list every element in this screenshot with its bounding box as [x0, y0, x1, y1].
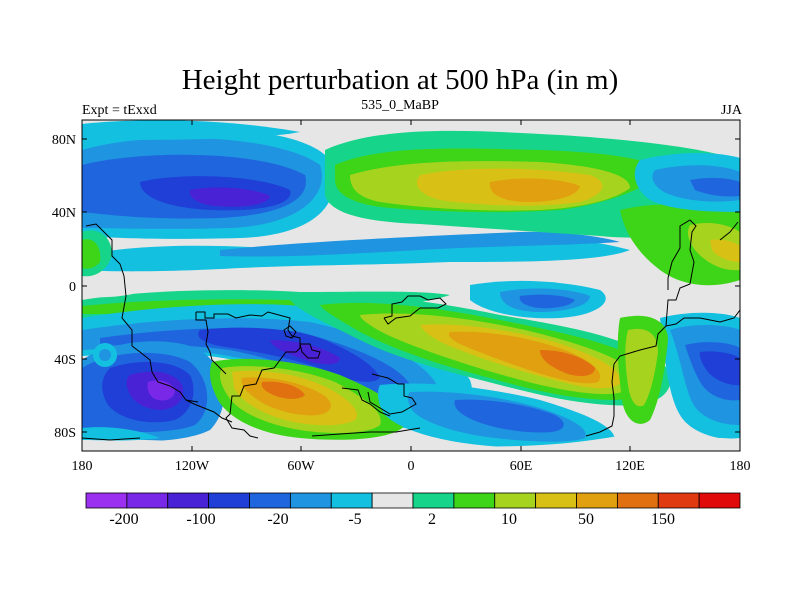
coastlines	[82, 219, 740, 441]
south-america-outline	[196, 311, 301, 439]
season-label: JJA	[720, 103, 742, 118]
y-tick-label: 40S	[54, 353, 76, 368]
colorbar-label: 50	[578, 511, 594, 528]
x-tick-label: 180	[72, 459, 93, 474]
x-tick-label: 120E	[615, 459, 645, 474]
colorbar-label: -200	[109, 511, 138, 528]
x-tick-label: 60E	[510, 459, 533, 474]
y-axis-labels: 80N 40N 0 40S 80S	[52, 133, 76, 441]
colorbar-box	[167, 492, 210, 509]
y-tick-label: 0	[69, 280, 76, 295]
plot-title: Height perturbation at 500 hPa (in m)	[181, 64, 619, 96]
colorbar-box	[535, 492, 577, 509]
y-tick-label: 80S	[54, 426, 76, 441]
colorbar-box	[453, 492, 496, 509]
americas-west-outline	[85, 223, 133, 346]
y-tick-label: 40N	[52, 206, 76, 221]
colorbar-box	[289, 492, 332, 509]
australia-outline	[613, 309, 740, 365]
colorbar	[85, 492, 741, 509]
colorbar-box	[371, 492, 414, 509]
colorbar-label: 150	[651, 511, 675, 528]
colorbar-box	[208, 492, 250, 509]
colorbar-labels: -200 -100 -20 -5 2 10 50 150	[109, 511, 675, 528]
colorbar-box	[249, 492, 291, 509]
contour-fill	[82, 120, 740, 451]
colorbar-box	[494, 492, 537, 509]
colorbar-box	[85, 492, 128, 509]
colorbar-label: -5	[348, 511, 361, 528]
colorbar-box	[576, 492, 618, 509]
colorbar-label: -20	[267, 511, 288, 528]
africa-outline	[383, 295, 447, 325]
x-tick-label: 120W	[175, 459, 210, 474]
experiment-label: Expt = tExxd	[82, 103, 157, 118]
colorbar-label: -100	[186, 511, 215, 528]
x-tick-label: 60W	[287, 459, 315, 474]
colorbar-box	[698, 492, 741, 509]
y-tick-label: 80N	[52, 133, 76, 148]
period-label: 535_0_MaBP	[361, 98, 439, 113]
x-tick-label: 0	[408, 459, 415, 474]
colorbar-box	[412, 492, 455, 509]
x-axis-labels: 180 120W 60W 0 60E 120E 180	[72, 459, 751, 474]
colorbar-box	[330, 492, 373, 509]
colorbar-box	[616, 492, 659, 509]
colorbar-label: 2	[428, 511, 436, 528]
colorbar-box	[126, 492, 169, 509]
tick-marks	[81, 120, 741, 451]
colorbar-label: 10	[501, 511, 517, 528]
x-tick-label: 180	[730, 459, 751, 474]
colorbar-box	[657, 492, 700, 509]
